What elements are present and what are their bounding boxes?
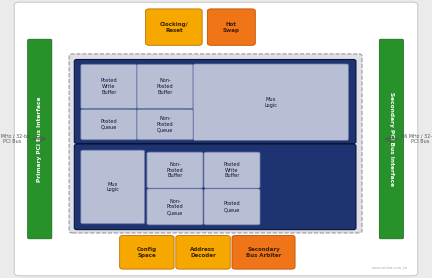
Text: Posted
Queue: Posted Queue bbox=[101, 119, 117, 130]
FancyBboxPatch shape bbox=[14, 2, 418, 276]
Text: Posted
Queue: Posted Queue bbox=[224, 202, 240, 212]
Text: Secondary
Bus Arbiter: Secondary Bus Arbiter bbox=[246, 247, 281, 258]
Text: Config
Space: Config Space bbox=[137, 247, 157, 258]
FancyBboxPatch shape bbox=[81, 150, 145, 224]
FancyBboxPatch shape bbox=[28, 39, 52, 239]
Text: 66 MHz / 32-bit
PCI Bus: 66 MHz / 32-bit PCI Bus bbox=[0, 134, 31, 144]
FancyBboxPatch shape bbox=[379, 39, 403, 239]
FancyBboxPatch shape bbox=[74, 59, 356, 143]
FancyBboxPatch shape bbox=[69, 54, 362, 233]
FancyBboxPatch shape bbox=[176, 235, 230, 269]
FancyBboxPatch shape bbox=[137, 109, 193, 140]
FancyBboxPatch shape bbox=[193, 64, 349, 140]
Text: Mux
Logic: Mux Logic bbox=[106, 182, 119, 192]
FancyBboxPatch shape bbox=[120, 235, 174, 269]
Text: Primary PCI Bus Interface: Primary PCI Bus Interface bbox=[37, 96, 42, 182]
FancyBboxPatch shape bbox=[207, 9, 255, 45]
FancyBboxPatch shape bbox=[204, 189, 260, 225]
FancyBboxPatch shape bbox=[81, 109, 137, 140]
FancyBboxPatch shape bbox=[147, 152, 203, 188]
Text: Posted
Write
Buffer: Posted Write Buffer bbox=[101, 78, 117, 95]
Text: Mux
Logic: Mux Logic bbox=[264, 97, 277, 108]
FancyBboxPatch shape bbox=[147, 189, 203, 225]
FancyBboxPatch shape bbox=[204, 152, 260, 188]
Text: www.tundra.com_en: www.tundra.com_en bbox=[372, 266, 408, 270]
Text: Non-
Posted
Queue: Non- Posted Queue bbox=[167, 198, 183, 215]
Text: Address
Decoder: Address Decoder bbox=[190, 247, 216, 258]
Text: Non-
Posted
Buffer: Non- Posted Buffer bbox=[167, 162, 183, 178]
FancyBboxPatch shape bbox=[81, 64, 137, 109]
FancyBboxPatch shape bbox=[74, 144, 356, 230]
FancyBboxPatch shape bbox=[146, 9, 202, 45]
Text: Non-
Posted
Buffer: Non- Posted Buffer bbox=[157, 78, 173, 95]
FancyBboxPatch shape bbox=[232, 235, 295, 269]
Text: Posted
Write
Buffer: Posted Write Buffer bbox=[224, 162, 240, 178]
Text: Hot
Swap: Hot Swap bbox=[223, 22, 240, 33]
Text: Clocking/
Reset: Clocking/ Reset bbox=[159, 22, 188, 33]
Text: Non-
Posted
Queue: Non- Posted Queue bbox=[157, 116, 173, 133]
Text: 66 MHz / 32-bit
PCI Bus: 66 MHz / 32-bit PCI Bus bbox=[401, 134, 432, 144]
FancyBboxPatch shape bbox=[137, 64, 193, 109]
Text: Secondary PCI Bus Interface: Secondary PCI Bus Interface bbox=[389, 92, 394, 186]
